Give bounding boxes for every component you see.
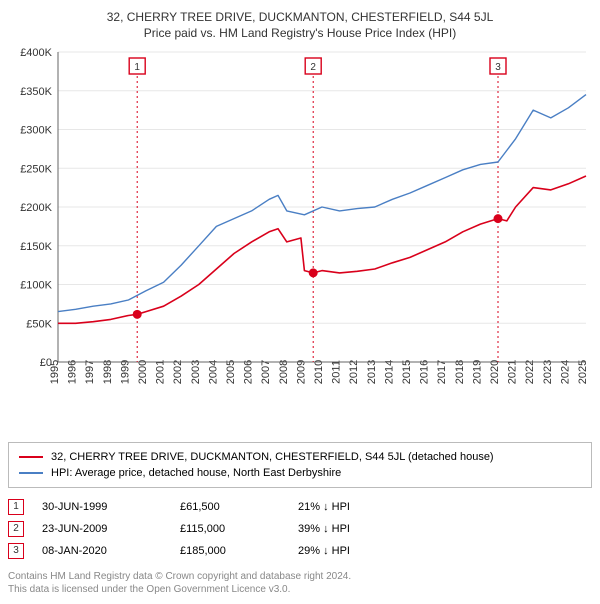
svg-text:1999: 1999 xyxy=(119,360,131,384)
svg-text:2004: 2004 xyxy=(207,360,219,384)
legend: 32, CHERRY TREE DRIVE, DUCKMANTON, CHEST… xyxy=(8,442,592,488)
sale-price: £115,000 xyxy=(180,523,280,535)
sale-price: £185,000 xyxy=(180,545,280,557)
sale-delta: 39% ↓ HPI xyxy=(298,523,418,535)
svg-text:1997: 1997 xyxy=(84,360,96,384)
footer-line: Contains HM Land Registry data © Crown c… xyxy=(8,570,592,583)
svg-text:£250K: £250K xyxy=(20,163,52,175)
sales-row: 3 08-JAN-2020 £185,000 29% ↓ HPI xyxy=(8,540,592,562)
chart-title-subtitle: Price paid vs. HM Land Registry's House … xyxy=(8,26,592,40)
svg-text:2014: 2014 xyxy=(383,360,395,384)
svg-text:2008: 2008 xyxy=(278,360,290,384)
legend-label: 32, CHERRY TREE DRIVE, DUCKMANTON, CHEST… xyxy=(51,451,494,463)
svg-text:2002: 2002 xyxy=(172,360,184,384)
svg-text:2016: 2016 xyxy=(419,360,431,384)
svg-text:2021: 2021 xyxy=(507,360,519,384)
svg-text:2005: 2005 xyxy=(225,360,237,384)
svg-text:£150K: £150K xyxy=(20,241,52,253)
legend-swatch xyxy=(19,472,43,474)
svg-text:2018: 2018 xyxy=(454,360,466,384)
svg-text:2025: 2025 xyxy=(577,360,589,384)
svg-text:2: 2 xyxy=(310,62,316,73)
svg-text:2015: 2015 xyxy=(401,360,413,384)
svg-text:1998: 1998 xyxy=(102,360,114,384)
sale-date: 08-JAN-2020 xyxy=(42,545,162,557)
svg-text:£400K: £400K xyxy=(20,47,52,59)
sales-table: 1 30-JUN-1999 £61,500 21% ↓ HPI 2 23-JUN-2009… xyxy=(8,496,592,562)
svg-text:2022: 2022 xyxy=(524,360,536,384)
legend-label: HPI: Average price, detached house, Nort… xyxy=(51,467,341,479)
sales-row: 2 23-JUN-2009 £115,000 39% ↓ HPI xyxy=(8,518,592,540)
svg-text:2001: 2001 xyxy=(155,360,167,384)
svg-text:1: 1 xyxy=(134,62,140,73)
svg-text:2024: 2024 xyxy=(559,360,571,384)
svg-text:2012: 2012 xyxy=(348,360,360,384)
sale-marker-badge: 1 xyxy=(8,499,24,515)
svg-text:1996: 1996 xyxy=(67,360,79,384)
sale-delta: 29% ↓ HPI xyxy=(298,545,418,557)
sale-marker-badge: 2 xyxy=(8,521,24,537)
svg-text:2007: 2007 xyxy=(260,360,272,384)
svg-text:£350K: £350K xyxy=(20,86,52,98)
sale-date: 23-JUN-2009 xyxy=(42,523,162,535)
svg-text:2013: 2013 xyxy=(366,360,378,384)
chart-title-address: 32, CHERRY TREE DRIVE, DUCKMANTON, CHEST… xyxy=(8,10,592,24)
sale-price: £61,500 xyxy=(180,501,280,513)
svg-text:2017: 2017 xyxy=(436,360,448,384)
sale-delta: 21% ↓ HPI xyxy=(298,501,418,513)
sales-row: 1 30-JUN-1999 £61,500 21% ↓ HPI xyxy=(8,496,592,518)
legend-swatch xyxy=(19,456,43,458)
legend-row: HPI: Average price, detached house, Nort… xyxy=(19,465,581,481)
svg-text:1995: 1995 xyxy=(49,360,61,384)
svg-text:2023: 2023 xyxy=(542,360,554,384)
chart-area: £0£50K£100K£150K£200K£250K£300K£350K£400… xyxy=(8,46,592,416)
legend-row: 32, CHERRY TREE DRIVE, DUCKMANTON, CHEST… xyxy=(19,449,581,465)
svg-text:3: 3 xyxy=(495,62,501,73)
svg-text:2003: 2003 xyxy=(190,360,202,384)
svg-text:2019: 2019 xyxy=(471,360,483,384)
svg-text:2020: 2020 xyxy=(489,360,501,384)
svg-text:£50K: £50K xyxy=(26,318,52,330)
svg-text:2010: 2010 xyxy=(313,360,325,384)
attribution-footer: Contains HM Land Registry data © Crown c… xyxy=(8,570,592,596)
svg-text:2000: 2000 xyxy=(137,360,149,384)
line-chart-svg: £0£50K£100K£150K£200K£250K£300K£350K£400… xyxy=(8,46,592,416)
svg-text:2006: 2006 xyxy=(243,360,255,384)
sale-marker-badge: 3 xyxy=(8,543,24,559)
svg-text:£300K: £300K xyxy=(20,125,52,137)
sale-date: 30-JUN-1999 xyxy=(42,501,162,513)
svg-text:£100K: £100K xyxy=(20,280,52,292)
svg-text:£200K: £200K xyxy=(20,202,52,214)
svg-text:2011: 2011 xyxy=(331,360,343,384)
svg-text:2009: 2009 xyxy=(295,360,307,384)
